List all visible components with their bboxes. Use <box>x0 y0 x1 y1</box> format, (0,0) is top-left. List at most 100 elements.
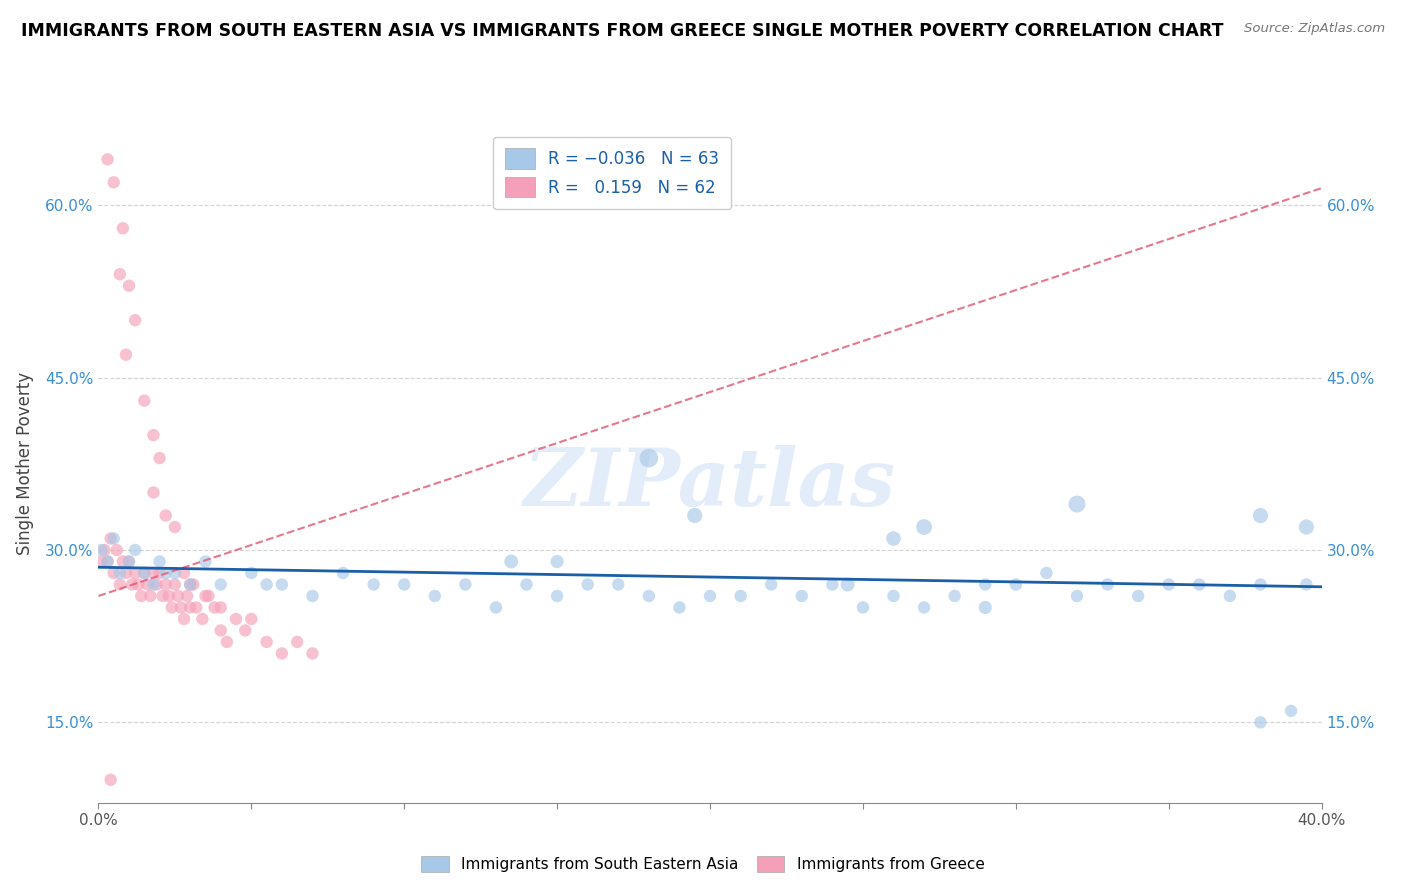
Point <box>576 577 599 591</box>
Point <box>129 589 152 603</box>
Point <box>852 600 875 615</box>
Point <box>1035 566 1057 580</box>
Point <box>301 647 323 661</box>
Point <box>173 566 195 580</box>
Point <box>155 508 177 523</box>
Point <box>790 589 813 603</box>
Point <box>186 600 208 615</box>
Point <box>108 267 131 281</box>
Point <box>256 577 278 591</box>
Point <box>139 589 162 603</box>
Point <box>1295 520 1317 534</box>
Point <box>167 589 190 603</box>
Point <box>546 554 568 568</box>
Point <box>124 566 146 580</box>
Point <box>111 221 134 235</box>
Point <box>134 566 156 580</box>
Legend: Immigrants from South Eastern Asia, Immigrants from Greece: Immigrants from South Eastern Asia, Immi… <box>413 848 993 880</box>
Point <box>100 532 122 546</box>
Point <box>637 589 661 603</box>
Point <box>392 577 416 591</box>
Point <box>163 520 186 534</box>
Point <box>1295 577 1317 591</box>
Point <box>821 577 844 591</box>
Point <box>108 577 131 591</box>
Point <box>912 600 935 615</box>
Point <box>121 577 143 591</box>
Point <box>516 577 538 591</box>
Point <box>118 278 141 293</box>
Point <box>145 577 167 591</box>
Point <box>152 589 174 603</box>
Point <box>1249 508 1271 523</box>
Point <box>134 393 156 408</box>
Point <box>883 532 905 546</box>
Point <box>124 543 146 558</box>
Point <box>111 554 134 568</box>
Point <box>179 577 201 591</box>
Point <box>974 577 997 591</box>
Point <box>191 612 214 626</box>
Point <box>142 577 165 591</box>
Point <box>1157 577 1180 591</box>
Point <box>332 566 354 580</box>
Point <box>176 589 198 603</box>
Point <box>912 520 935 534</box>
Point <box>240 566 263 580</box>
Point <box>837 577 859 591</box>
Legend: R = −0.036   N = 63, R =   0.159   N = 62: R = −0.036 N = 63, R = 0.159 N = 62 <box>494 136 731 209</box>
Point <box>1219 589 1241 603</box>
Point <box>97 554 120 568</box>
Point <box>181 577 204 591</box>
Point <box>155 566 177 580</box>
Point <box>179 600 201 615</box>
Point <box>759 577 782 591</box>
Point <box>115 348 138 362</box>
Text: Source: ZipAtlas.com: Source: ZipAtlas.com <box>1244 22 1385 36</box>
Point <box>943 589 966 603</box>
Point <box>157 589 180 603</box>
Point <box>173 612 195 626</box>
Point <box>1249 577 1271 591</box>
Point <box>637 451 661 466</box>
Point <box>108 566 131 580</box>
Point <box>546 589 568 603</box>
Point <box>1004 577 1026 591</box>
Text: IMMIGRANTS FROM SOUTH EASTERN ASIA VS IMMIGRANTS FROM GREECE SINGLE MOTHER POVER: IMMIGRANTS FROM SOUTH EASTERN ASIA VS IM… <box>21 22 1223 40</box>
Point <box>1097 577 1119 591</box>
Point <box>163 577 186 591</box>
Text: ZIPatlas: ZIPatlas <box>524 445 896 523</box>
Point <box>225 612 247 626</box>
Point <box>240 612 263 626</box>
Point <box>142 428 165 442</box>
Point <box>423 589 446 603</box>
Point <box>1128 589 1150 603</box>
Point <box>160 600 183 615</box>
Point <box>1249 715 1271 730</box>
Point <box>285 635 308 649</box>
Point <box>363 577 385 591</box>
Point <box>454 577 477 591</box>
Point <box>90 554 112 568</box>
Point <box>118 554 141 568</box>
Point <box>97 153 120 167</box>
Point <box>607 577 630 591</box>
Point <box>93 543 115 558</box>
Point <box>501 554 523 568</box>
Point <box>142 566 165 580</box>
Point <box>124 313 146 327</box>
Point <box>115 566 138 580</box>
Point <box>270 577 292 591</box>
Point <box>90 543 112 558</box>
Point <box>668 600 690 615</box>
Point <box>105 543 128 558</box>
Point <box>1279 704 1302 718</box>
Point <box>100 772 122 787</box>
Point <box>883 589 905 603</box>
Point <box>301 589 323 603</box>
Point <box>209 577 232 591</box>
Point <box>974 600 997 615</box>
Point <box>142 485 165 500</box>
Point <box>204 600 226 615</box>
Point <box>197 589 219 603</box>
